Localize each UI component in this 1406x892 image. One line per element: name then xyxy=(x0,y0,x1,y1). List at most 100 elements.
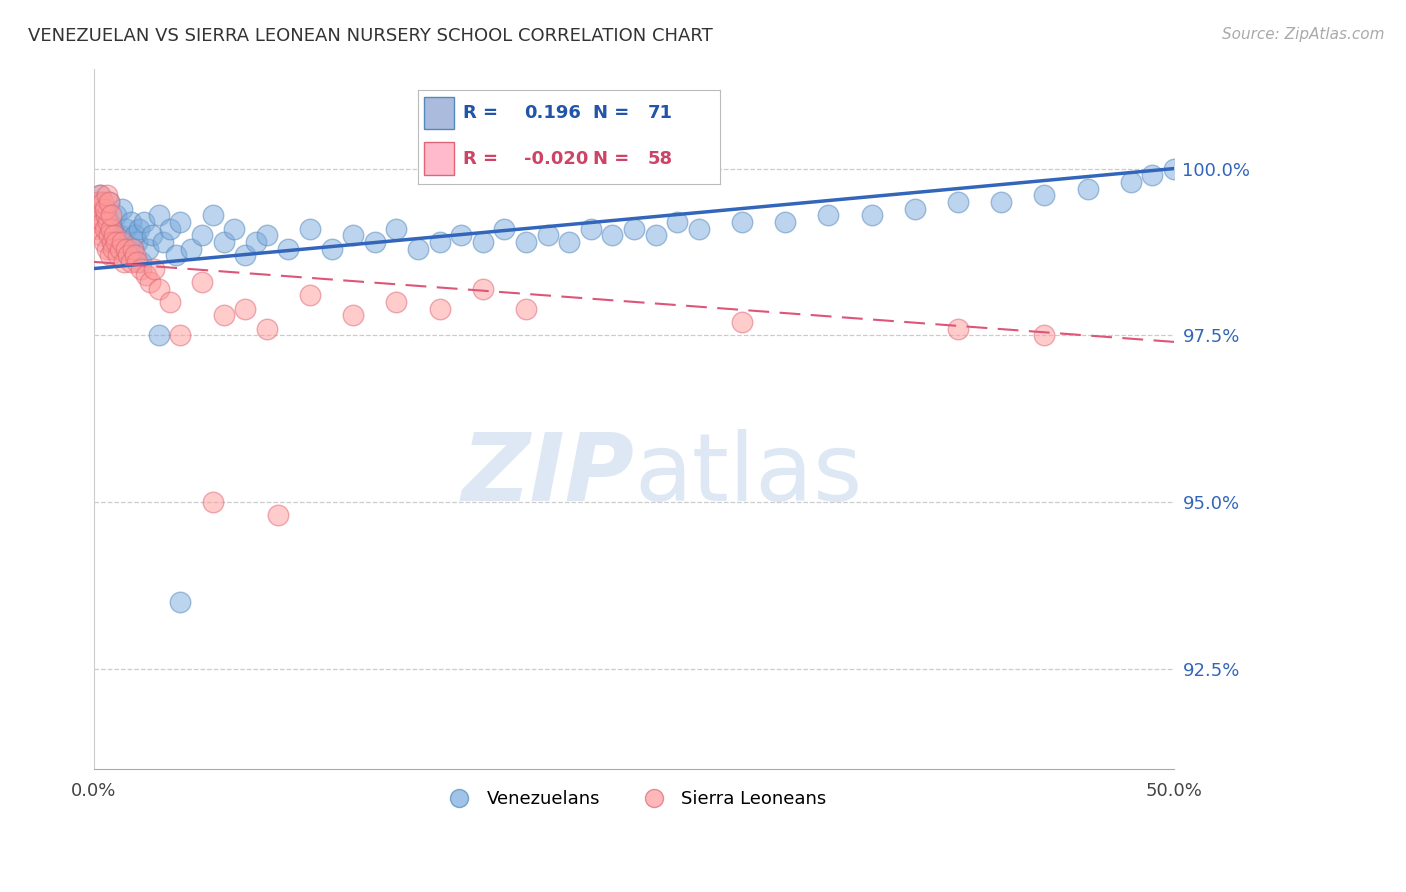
Point xyxy=(159,221,181,235)
Point xyxy=(131,261,153,276)
Point xyxy=(1119,175,1142,189)
Point xyxy=(579,221,602,235)
Point xyxy=(108,242,131,256)
Point xyxy=(201,495,224,509)
Point xyxy=(165,248,187,262)
Point xyxy=(104,208,127,222)
Point xyxy=(201,208,224,222)
Point xyxy=(191,228,214,243)
Point xyxy=(111,202,134,216)
Point xyxy=(97,215,120,229)
Point xyxy=(115,221,138,235)
Point xyxy=(93,202,115,216)
Point xyxy=(1077,181,1099,195)
Point xyxy=(191,275,214,289)
Point xyxy=(135,268,157,283)
Point xyxy=(1033,328,1056,343)
Point xyxy=(256,228,278,243)
Point xyxy=(429,235,451,249)
Point xyxy=(515,301,537,316)
Legend: Venezuelans, Sierra Leoneans: Venezuelans, Sierra Leoneans xyxy=(434,783,834,815)
Point xyxy=(107,235,129,249)
Point xyxy=(100,228,122,243)
Point xyxy=(141,228,163,243)
Point xyxy=(124,228,146,243)
Point xyxy=(91,202,114,216)
Point xyxy=(128,221,150,235)
Point xyxy=(124,248,146,262)
Point xyxy=(127,255,149,269)
Point xyxy=(990,194,1012,209)
Point xyxy=(89,221,111,235)
Text: Source: ZipAtlas.com: Source: ZipAtlas.com xyxy=(1222,27,1385,42)
Point xyxy=(93,235,115,249)
Point xyxy=(321,242,343,256)
Point xyxy=(136,242,159,256)
Point xyxy=(115,242,138,256)
Point xyxy=(86,215,108,229)
Point xyxy=(98,194,121,209)
Point xyxy=(1033,188,1056,202)
Point xyxy=(904,202,927,216)
Point xyxy=(494,221,516,235)
Point xyxy=(245,235,267,249)
Point xyxy=(256,321,278,335)
Point xyxy=(89,188,111,202)
Point xyxy=(103,242,125,256)
Point xyxy=(169,595,191,609)
Point xyxy=(148,208,170,222)
Point xyxy=(93,208,115,222)
Point xyxy=(364,235,387,249)
Point xyxy=(108,228,131,243)
Point xyxy=(298,221,321,235)
Point xyxy=(96,242,118,256)
Point xyxy=(233,248,256,262)
Point xyxy=(623,221,645,235)
Point xyxy=(131,255,153,269)
Point xyxy=(91,194,114,209)
Point xyxy=(100,208,122,222)
Point xyxy=(298,288,321,302)
Point xyxy=(169,215,191,229)
Point xyxy=(98,248,121,262)
Point xyxy=(385,221,408,235)
Point xyxy=(121,242,143,256)
Point xyxy=(107,248,129,262)
Point xyxy=(96,215,118,229)
Point xyxy=(688,221,710,235)
Point xyxy=(602,228,624,243)
Point xyxy=(946,194,969,209)
Point xyxy=(87,194,110,209)
Point xyxy=(89,188,111,202)
Point xyxy=(117,248,139,262)
Point xyxy=(112,255,135,269)
Point xyxy=(731,215,754,229)
Point xyxy=(773,215,796,229)
Point xyxy=(139,275,162,289)
Point xyxy=(104,235,127,249)
Point xyxy=(98,194,121,209)
Point xyxy=(132,215,155,229)
Point xyxy=(180,242,202,256)
Point xyxy=(121,242,143,256)
Point xyxy=(471,235,494,249)
Point xyxy=(406,242,429,256)
Point xyxy=(266,508,288,523)
Point xyxy=(536,228,558,243)
Point xyxy=(224,221,246,235)
Point xyxy=(96,188,118,202)
Point xyxy=(103,228,125,243)
Point xyxy=(120,215,142,229)
Point xyxy=(277,242,299,256)
Text: atlas: atlas xyxy=(634,428,862,521)
Point xyxy=(101,235,124,249)
Point xyxy=(666,215,689,229)
Point xyxy=(450,228,472,243)
Point xyxy=(817,208,839,222)
Point xyxy=(731,315,754,329)
Point xyxy=(93,221,115,235)
Point xyxy=(946,321,969,335)
Point xyxy=(159,294,181,309)
Point xyxy=(169,328,191,343)
Point xyxy=(471,281,494,295)
